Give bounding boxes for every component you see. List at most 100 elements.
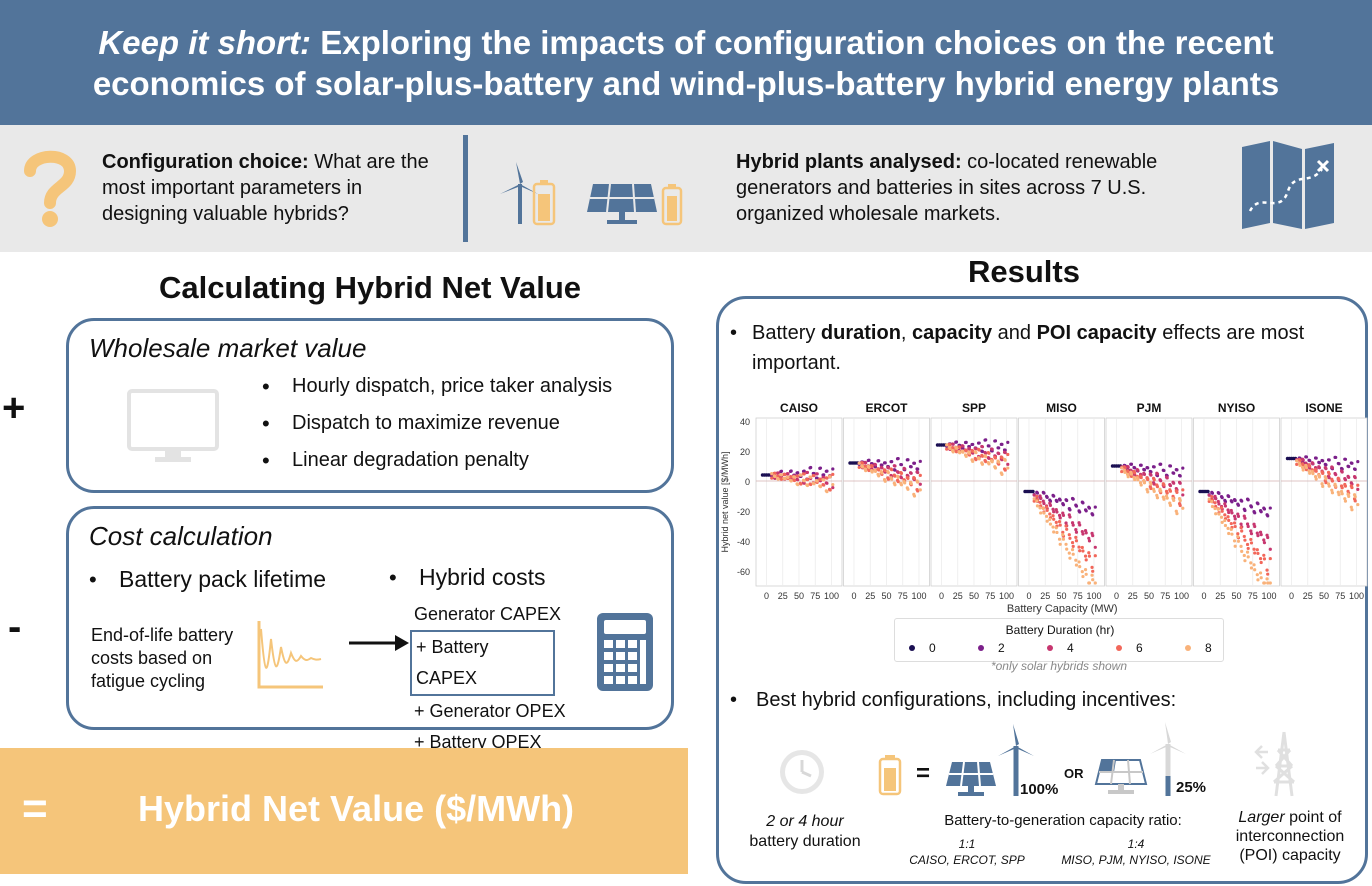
data-point: [1175, 512, 1179, 516]
panel-title: NYISO: [1218, 401, 1255, 415]
data-point: [1078, 565, 1082, 569]
data-point: [877, 474, 881, 478]
data-point: [1217, 491, 1221, 495]
data-point: [1206, 489, 1210, 494]
chart-panel-caiso: CAISO 0 25 50 75 100: [755, 401, 843, 601]
data-point: [776, 471, 780, 475]
y-tick-label: -20: [737, 507, 750, 517]
legend-item: 0: [909, 641, 936, 655]
data-point: [883, 469, 887, 473]
data-point: [1356, 483, 1360, 487]
data-point: [1155, 484, 1160, 489]
data-point: [1159, 462, 1163, 466]
data-point: [1347, 465, 1351, 469]
data-point: [951, 450, 955, 454]
data-point: [1081, 574, 1085, 579]
ratio-1-markets: CAISO, ERCOT, SPP: [909, 853, 1025, 867]
data-point: [1308, 459, 1312, 463]
legend-items: 0 2 4 6 8: [895, 641, 1225, 659]
data-point: [1253, 568, 1257, 572]
data-point: [1087, 551, 1091, 555]
data-point: [1356, 460, 1360, 464]
data-point: [1045, 519, 1049, 523]
data-point: [1129, 462, 1134, 466]
cost-bullet-hybrid-list: Hybrid costs: [389, 559, 546, 596]
data-point: [1219, 515, 1224, 519]
data-point: [1233, 517, 1237, 521]
cost-title: Cost calculation: [89, 521, 273, 551]
intro-divider: [463, 135, 468, 242]
data-point: [1258, 556, 1263, 561]
data-point: [1210, 504, 1215, 509]
data-point: [831, 486, 835, 490]
data-point: [1162, 483, 1166, 487]
y-tick-label: -60: [737, 567, 750, 577]
data-point: [916, 489, 920, 493]
data-point: [945, 443, 949, 447]
data-point: [1181, 506, 1185, 510]
data-point: [1256, 534, 1260, 538]
data-point: [1133, 477, 1137, 482]
data-point: [1300, 465, 1305, 470]
data-point: [1265, 577, 1269, 581]
data-point: [954, 446, 959, 450]
legend-note: *only solar hybrids shown: [990, 659, 1128, 673]
data-point: [1207, 499, 1211, 503]
x-tick-label: 50: [794, 591, 804, 601]
data-point: [770, 476, 774, 480]
data-point: [1061, 533, 1065, 537]
data-point: [1067, 533, 1071, 537]
data-point: [822, 473, 826, 477]
data-point: [971, 459, 975, 463]
data-point: [1223, 513, 1227, 517]
data-point: [1314, 456, 1318, 460]
data-point: [1052, 517, 1056, 521]
data-point: [802, 479, 806, 483]
data-point: [1071, 552, 1075, 556]
data-point: [1057, 537, 1062, 541]
data-point: [825, 481, 829, 485]
data-point: [1249, 537, 1253, 542]
data-point: [1055, 499, 1059, 503]
data-point: [1068, 515, 1072, 519]
data-point: [1129, 472, 1134, 476]
data-point: [1353, 495, 1357, 499]
data-point: [993, 456, 998, 460]
data-point: [948, 446, 952, 451]
data-point: [890, 460, 894, 464]
data-point: [1343, 484, 1348, 488]
data-point: [1133, 466, 1137, 470]
x-tick-label: 75: [1160, 591, 1170, 601]
data-point: [828, 488, 832, 492]
data-point: [1032, 493, 1036, 497]
data-point: [1334, 484, 1338, 488]
data-point: [1347, 475, 1351, 480]
data-point: [1349, 505, 1353, 509]
wind-battery-icon: [500, 162, 556, 226]
data-point: [825, 476, 829, 480]
data-point: [1035, 499, 1039, 503]
data-point: [958, 451, 962, 455]
data-point: [886, 477, 891, 481]
data-point: [977, 448, 981, 452]
x-tick-label: 100: [911, 591, 926, 601]
data-point: [912, 476, 917, 481]
data-point: [1000, 456, 1004, 460]
data-point: [1136, 468, 1140, 473]
data-point: [977, 441, 981, 445]
data-point: [809, 475, 813, 479]
legend-dot: [1047, 645, 1053, 651]
data-point: [1090, 573, 1094, 577]
data-point: [831, 483, 835, 487]
data-point: [1330, 466, 1335, 470]
data-point: [1229, 508, 1233, 513]
data-point: [1324, 467, 1328, 471]
data-point: [1317, 475, 1322, 479]
data-point: [1343, 497, 1347, 501]
x-tick-label: 25: [865, 591, 875, 601]
data-point: [1061, 513, 1066, 517]
results-bullet-1: • Battery duration, capacity and POI cap…: [730, 318, 1330, 378]
data-point: [1223, 504, 1228, 508]
data-point: [1057, 513, 1062, 517]
data-point: [1168, 464, 1173, 468]
